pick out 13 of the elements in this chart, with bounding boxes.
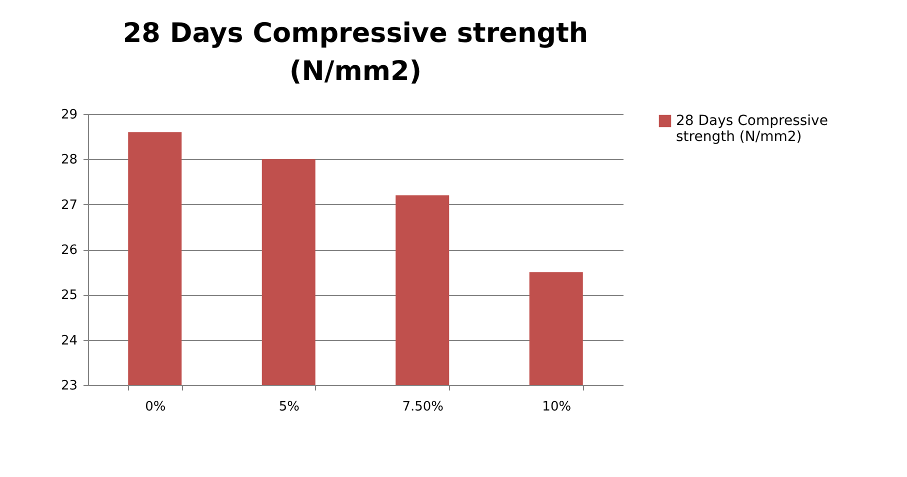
y-tick-label: 25	[60, 288, 78, 304]
y-tick-label: 23	[60, 378, 78, 394]
x-tick-label: 0%	[145, 400, 166, 414]
y-tick-label: 28	[60, 152, 78, 168]
x-tick-label: 7.50%	[402, 400, 444, 414]
y-tick-label: 29	[60, 108, 78, 122]
x-tick-label: 10%	[542, 400, 572, 414]
y-tick-label: 26	[60, 243, 78, 258]
legend-label: 28 Days Compressive strength (N/mm2)	[676, 113, 828, 145]
y-tick-label: 24	[60, 333, 78, 348]
x-tick-label: 5%	[278, 400, 300, 414]
y-tick-label: 27	[60, 198, 78, 213]
chart-title: 28 Days Compressive strength (N/mm2)	[122, 18, 588, 87]
